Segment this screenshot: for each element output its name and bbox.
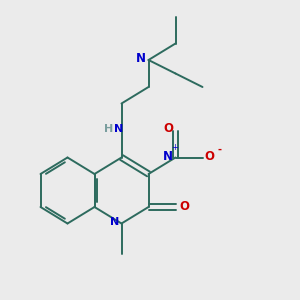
Text: O: O <box>163 122 173 135</box>
Text: N: N <box>136 52 146 65</box>
Text: N: N <box>115 124 124 134</box>
Text: N: N <box>110 217 119 227</box>
Text: +: + <box>172 143 178 152</box>
Text: -: - <box>217 145 221 155</box>
Text: O: O <box>179 200 189 213</box>
Text: H: H <box>104 124 113 134</box>
Text: O: O <box>204 149 214 163</box>
Text: N: N <box>163 149 173 163</box>
